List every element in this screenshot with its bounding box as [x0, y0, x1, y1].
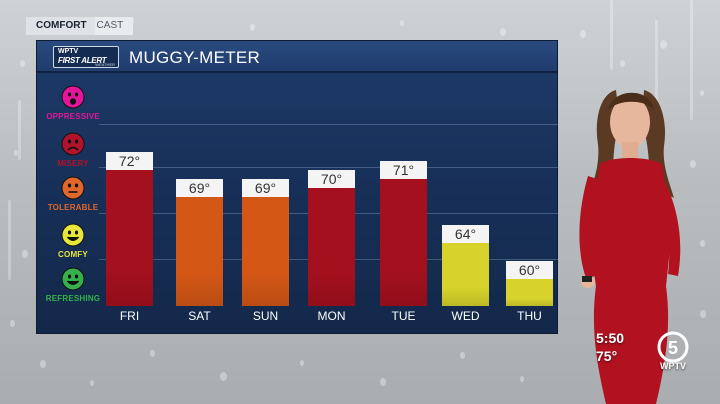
face-icon-oppressive: [61, 85, 85, 109]
bar-fill: [380, 179, 427, 306]
station-logo-icon: 5: [657, 331, 689, 363]
day-tick-label: FRI: [119, 309, 140, 323]
day-tick-label: SUN: [252, 309, 279, 323]
gridline: [99, 167, 559, 168]
panel-header: WPTV FIRST ALERT WEATHER MUGGY-METER: [37, 41, 557, 73]
bar-fri: 72°: [106, 152, 153, 306]
bar-value-label: 71°: [380, 161, 427, 180]
bar-fill: [242, 197, 289, 306]
station-name: WPTV: [660, 361, 686, 371]
segment-tag-primary: COMFORT: [26, 17, 95, 35]
day-tick-label: SAT: [188, 309, 211, 323]
bar-thu: 60°: [506, 260, 553, 306]
day-tick-label: TUE: [391, 309, 416, 323]
bar-value-label: 72°: [106, 152, 153, 171]
bar-fill: [106, 170, 153, 306]
bar-fill: [308, 188, 355, 306]
bar-sat: 69°: [176, 179, 223, 306]
face-icon-tolerable: [61, 176, 85, 200]
scale-label: COMFY: [58, 250, 88, 259]
day-tick-label: THU: [517, 309, 542, 323]
scale-label: MISERY: [57, 159, 89, 168]
bar-value-label: 69°: [242, 179, 289, 198]
panel-title: MUGGY-METER: [129, 48, 261, 67]
bar-fill: [506, 278, 553, 306]
scale-label: OPPRESSIVE: [46, 112, 100, 121]
bar-value-label: 69°: [176, 179, 223, 198]
presenter-figure: [579, 90, 681, 404]
day-tick-label: MON: [317, 309, 346, 323]
time-readout: 5:50: [596, 330, 625, 346]
bar-value-label: 60°: [506, 260, 553, 279]
face-icon-misery: [61, 132, 85, 156]
bar-fill: [442, 242, 489, 306]
station-logo: WPTV FIRST ALERT WEATHER: [53, 46, 119, 68]
muggy-meter-panel: WPTV FIRST ALERT WEATHER MUGGY-METER OPP…: [36, 40, 559, 334]
clock-widget: 5:50 75°: [596, 330, 624, 364]
bar-mon: 70°: [308, 170, 355, 306]
day-tick-label: WED: [451, 309, 480, 323]
current-temp: 75°: [596, 348, 618, 364]
bar-value-label: 64°: [442, 224, 489, 243]
bar-fill: [176, 197, 223, 306]
scale-label: TOLERABLE: [47, 203, 99, 212]
face-icon-comfy: [61, 223, 85, 247]
face-icon-refreshing: [61, 267, 85, 291]
bar-tue: 71°: [380, 161, 427, 306]
bar-sun: 69°: [242, 179, 289, 306]
bar-value-label: 70°: [308, 170, 355, 189]
bar-wed: 64°: [442, 224, 489, 306]
gridline: [99, 124, 559, 125]
svg-text:5: 5: [668, 338, 678, 358]
scale-label: REFRESHING: [45, 294, 101, 303]
segment-tag: COMFORT CAST: [26, 17, 134, 35]
segment-tag-secondary: CAST: [94, 17, 134, 35]
